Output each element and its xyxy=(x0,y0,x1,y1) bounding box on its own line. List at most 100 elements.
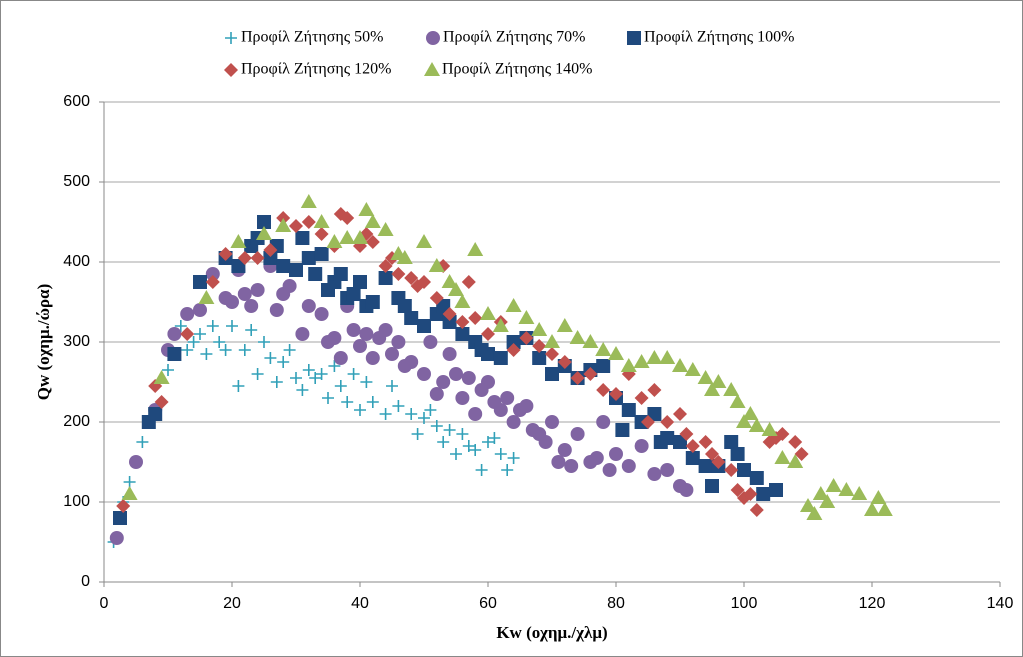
plus-marker xyxy=(270,376,283,388)
diamond-marker xyxy=(641,415,655,429)
circle-marker xyxy=(385,347,399,361)
square-marker xyxy=(353,275,367,289)
triangle-marker xyxy=(505,298,522,312)
plus-marker xyxy=(424,404,437,416)
diamond-marker xyxy=(506,343,521,357)
plus-marker xyxy=(258,336,270,348)
triangle-marker xyxy=(659,350,676,364)
square-marker xyxy=(417,319,431,333)
plus-marker xyxy=(450,448,462,460)
plus-marker xyxy=(296,384,309,396)
square-marker xyxy=(673,435,687,449)
circle-marker xyxy=(500,391,515,405)
plus-marker xyxy=(392,400,405,412)
triangle-marker xyxy=(761,422,778,436)
plus-marker xyxy=(290,372,302,384)
square-marker xyxy=(756,487,771,501)
diamond-marker xyxy=(481,327,495,341)
circle-marker xyxy=(423,335,438,349)
square-marker xyxy=(506,335,521,349)
triangle-marker xyxy=(710,374,727,388)
diamond-marker xyxy=(705,447,719,461)
square-marker xyxy=(660,431,675,445)
plus-marker xyxy=(418,412,430,424)
square-marker xyxy=(621,403,636,417)
circle-marker xyxy=(225,295,239,309)
diamond-marker xyxy=(237,251,252,265)
circle-marker xyxy=(436,375,451,389)
plus-marker xyxy=(482,436,494,448)
triangle-marker xyxy=(800,498,816,512)
plus-marker xyxy=(437,436,450,448)
diamond-marker xyxy=(340,211,355,225)
triangle-marker xyxy=(806,506,823,520)
triangle-marker xyxy=(556,318,573,332)
diamond-marker xyxy=(532,339,547,353)
circle-marker xyxy=(538,435,553,449)
diamond-marker xyxy=(743,487,758,501)
triangle-marker xyxy=(454,294,471,308)
triangle-marker xyxy=(825,478,842,492)
circle-marker xyxy=(442,347,457,361)
plus-marker xyxy=(360,376,373,388)
square-marker xyxy=(698,459,713,473)
plus-marker xyxy=(379,408,392,420)
plus-marker xyxy=(315,368,328,380)
y-tick-label: 500 xyxy=(63,173,90,190)
circle-marker xyxy=(461,371,476,385)
plus-marker xyxy=(494,448,507,460)
plus-marker xyxy=(456,428,469,440)
square-marker xyxy=(289,263,303,277)
plus-marker xyxy=(411,428,424,440)
circle-marker xyxy=(551,455,566,469)
circle-marker xyxy=(205,267,220,281)
diamond-marker xyxy=(545,347,559,361)
triangle-marker xyxy=(492,318,509,332)
square-marker xyxy=(276,259,291,273)
triangle-marker xyxy=(121,486,138,500)
circle-marker xyxy=(301,299,316,313)
diamond-marker xyxy=(455,315,470,329)
plus-marker xyxy=(462,440,475,452)
square-marker xyxy=(167,347,182,361)
triangle-marker xyxy=(531,322,548,336)
diamond-marker xyxy=(698,435,713,449)
plus-marker xyxy=(347,368,360,380)
diamond-marker xyxy=(660,415,675,429)
circle-marker xyxy=(244,299,259,313)
x-tick-label: 100 xyxy=(731,595,758,612)
legend-item: Προφίλ Ζήτησης 120% xyxy=(241,61,391,78)
circle-marker xyxy=(429,387,444,401)
circle-marker xyxy=(327,331,342,345)
plus-marker xyxy=(187,336,200,348)
circle-marker xyxy=(596,415,611,429)
y-tick-label: 600 xyxy=(63,93,90,110)
square-marker xyxy=(333,267,348,281)
y-tick-label: 100 xyxy=(63,493,90,510)
x-tick-label: 20 xyxy=(223,595,241,612)
x-axis-title: Kw (οχημ./χλμ) xyxy=(496,623,607,642)
triangle-marker xyxy=(595,342,612,356)
triangle-marker xyxy=(812,486,829,500)
square-marker xyxy=(545,367,559,381)
plus-marker xyxy=(136,436,149,448)
circle-marker xyxy=(109,531,124,545)
x-tick-label: 0 xyxy=(100,595,109,612)
plus-marker xyxy=(309,372,322,384)
x-tick-label: 60 xyxy=(479,595,497,612)
diamond-marker xyxy=(794,447,809,461)
x-tick-label: 140 xyxy=(987,595,1014,612)
plus-marker xyxy=(386,380,398,392)
circle-marker xyxy=(295,327,310,341)
legend-label: Προφίλ Ζήτησης 120% xyxy=(241,61,391,78)
square-marker xyxy=(749,471,764,485)
circle-marker xyxy=(506,415,521,429)
square-marker xyxy=(615,423,630,437)
plus-marker xyxy=(302,364,315,376)
circle-marker xyxy=(481,375,495,389)
circle-marker xyxy=(404,355,419,369)
plus-marker xyxy=(194,328,206,340)
square-marker xyxy=(493,351,508,365)
legend-label: Προφίλ Ζήτησης 100% xyxy=(644,29,794,46)
